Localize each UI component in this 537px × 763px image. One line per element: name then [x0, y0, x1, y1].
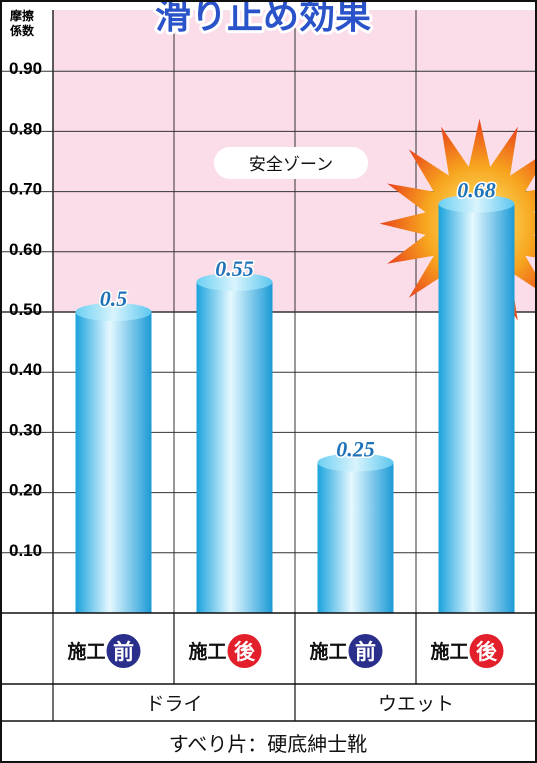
y-tick-label: 0.40 — [9, 360, 42, 379]
chart-title: 滑り止め効果 — [155, 0, 371, 37]
y-tick-label: 0.50 — [9, 300, 42, 319]
bar-group: 0.25 — [318, 437, 394, 614]
bar-group: 0.55 — [197, 256, 273, 613]
y-axis-label-line1: 摩擦 — [10, 8, 34, 23]
category-badge-text: 前 — [355, 640, 376, 664]
group-label: ドライ — [145, 693, 202, 715]
group-label: ウエット — [378, 693, 454, 715]
y-tick-label: 0.30 — [9, 420, 42, 439]
y-tick-label: 0.20 — [9, 481, 42, 500]
y-tick-label: 0.90 — [9, 59, 42, 78]
bar-group: 0.5 — [76, 286, 152, 613]
bar — [439, 204, 515, 613]
bar-value-label: 0.55 — [215, 256, 254, 281]
category-badge-text: 後 — [476, 640, 498, 664]
safe-zone-label: 安全ゾーン — [249, 155, 333, 175]
bar — [318, 463, 394, 614]
category-prefix: 施工 — [309, 640, 347, 663]
y-tick-labels: 0.10 0.20 0.30 0.40 0.50 0.60 0.70 0.80 0.90 — [9, 59, 42, 560]
y-tick-label: 0.60 — [9, 240, 42, 259]
category-prefix: 施工 — [430, 640, 468, 663]
category-prefix: 施工 — [67, 640, 105, 663]
y-tick-label: 0.10 — [9, 541, 42, 560]
bar-value-label: 0.5 — [100, 286, 128, 311]
category-badge-text: 後 — [234, 640, 256, 664]
category-badge-text: 前 — [113, 640, 134, 664]
bar-value-label: 0.68 — [457, 178, 496, 203]
category-prefix: 施工 — [188, 640, 226, 663]
y-tick-label: 0.70 — [9, 180, 42, 199]
y-axis-label-line2: 係数 — [10, 23, 35, 38]
y-tick-label: 0.80 — [9, 119, 42, 138]
bar — [76, 312, 152, 613]
footer-note: すべり片：硬底紳士靴 — [169, 732, 368, 756]
bar-value-label: 0.25 — [336, 437, 375, 462]
safe-zone-label-group: 安全ゾーン — [214, 147, 368, 179]
bar — [197, 282, 273, 613]
bar-group: 0.68 — [439, 178, 515, 613]
